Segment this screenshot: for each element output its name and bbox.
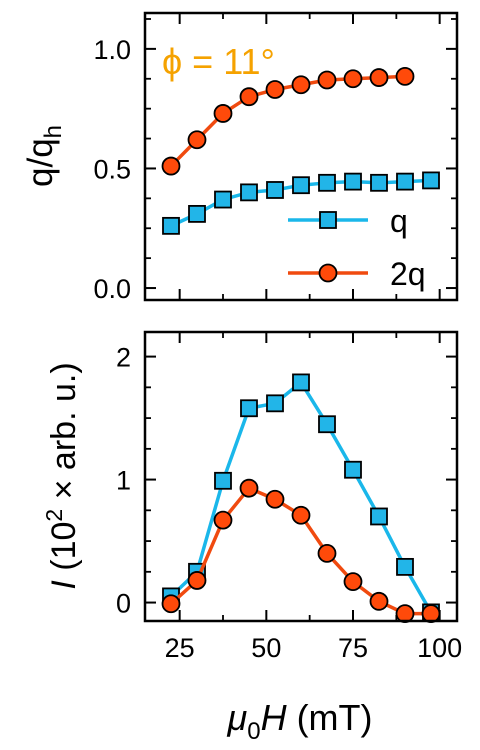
top-series-layer [161,66,440,235]
top-y-tick-label: 0.5 [93,154,131,184]
bottom-series-q-line [169,380,433,614]
top-y-tick-label: 1.0 [93,35,131,65]
top-series-2q-point [291,75,311,95]
top-series-2q-point [265,80,285,99]
bottom-series-2q-point [343,572,363,592]
bottom-series-q-point [344,460,362,479]
phi-annotation: ϕ = 11° [162,41,275,82]
bottom-y-tick-label: 1 [116,466,131,496]
top-ticks: 0.0 0.5 1.0 [93,13,457,304]
bottom-series-2q-point [265,489,285,509]
bottom-plot-frame [143,330,459,623]
top-ylabel: q/qh [21,125,67,187]
top-series-q-point [188,204,206,223]
top-series-2q-point [317,70,337,90]
bottom-series-2q-point [369,591,389,611]
bottom-series-2q-point [317,543,337,563]
bottom-x-tick-label: 75 [338,633,368,663]
legend-q-marker [319,211,337,229]
top-series-q-point [292,176,310,195]
bottom-panel: 25 50 75 100 0 1 2 I (102 × arb. u.) [41,330,462,663]
legend-2q-marker [318,263,338,283]
top-series-2q-point [239,87,259,107]
top-series-q-point [162,216,180,235]
top-series-q-point [214,190,232,209]
bottom-series-2q-point [161,594,181,614]
bottom-series-q-point [370,507,388,526]
top-series-q-point [318,173,336,192]
bottom-series-2q-point [187,571,207,590]
bottom-series-2q-point [395,604,415,624]
bottom-series-q-point [318,415,336,434]
top-series-q-point [396,172,414,191]
bottom-y-tick-label: 2 [116,343,131,373]
bottom-series-q-point [396,557,414,576]
legend-q-label: q [390,203,408,239]
bottom-series-2q-point [213,510,233,530]
bottom-series-2q-point [239,478,259,498]
bottom-series-q-point [240,399,258,418]
top-panel: 0.0 0.5 1.0 q 2q ϕ = 11° q/qh [21,11,459,304]
top-series-2q-line [169,74,406,168]
legend-2q-label: 2q [390,256,426,292]
bottom-y-tick-label: 0 [116,589,131,619]
bottom-series-q-point [292,373,310,392]
top-series-q-point [370,173,388,192]
top-series-2q-point [161,156,181,176]
top-series-q-point [422,171,440,190]
top-plot-frame [143,11,459,302]
x-axis-label: μ0H (mT) [226,697,372,745]
top-series-2q-point [187,130,207,150]
top-series-q-point [266,181,284,199]
bottom-series-2q-point [421,604,441,624]
top-legend: q 2q [288,203,426,292]
bottom-series-2q-point [291,505,311,525]
top-series-q-point [344,172,362,191]
bottom-ticks: 25 50 75 100 0 1 2 [116,332,462,663]
top-series-2q-point [395,66,415,86]
bottom-series-layer [161,373,441,624]
top-series-2q-point [369,68,389,87]
top-series-q-point [240,183,258,202]
bottom-x-tick-label: 25 [165,633,195,663]
top-series-2q-point [343,69,363,89]
top-series-2q-point [213,104,233,123]
bottom-series-q-point [214,471,232,490]
top-y-tick-label: 0.0 [93,274,131,304]
bottom-x-tick-label: 100 [417,633,462,663]
bottom-x-tick-label: 50 [251,633,281,663]
bottom-ylabel: I (102 × arb. u.) [41,362,83,589]
bottom-series-q-point [266,394,284,413]
